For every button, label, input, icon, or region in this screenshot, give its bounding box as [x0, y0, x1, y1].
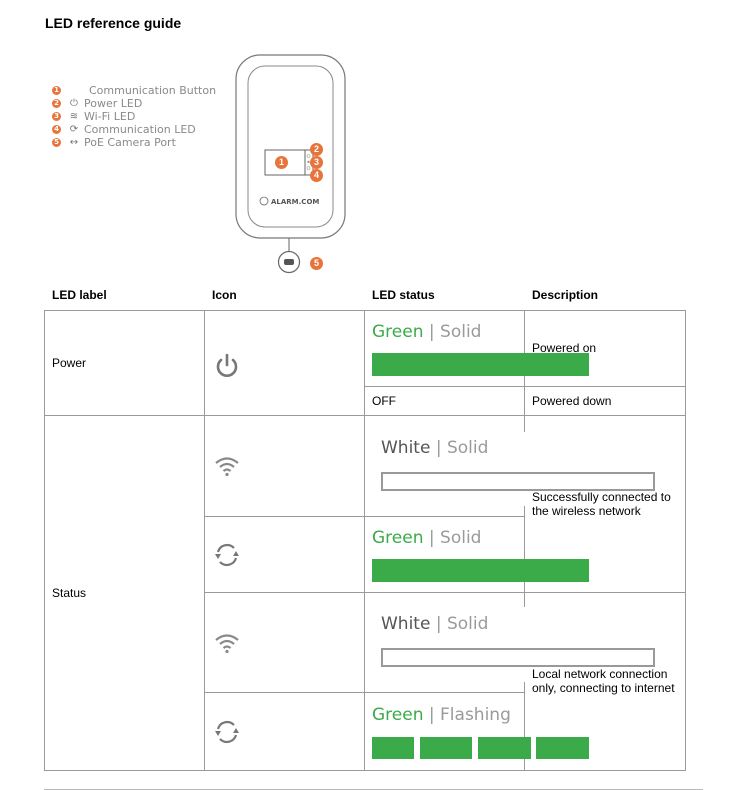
- port-icon: ↔: [69, 137, 79, 148]
- led-status-off: OFF: [372, 394, 396, 408]
- device-badge-2: 2: [310, 143, 323, 156]
- description-connected: Successfully connected to the wireless n…: [532, 490, 671, 518]
- led-label-power: Power: [52, 356, 87, 370]
- legend-item: 3 ≋ Wi-Fi LED: [52, 110, 135, 123]
- number-badge: 4: [52, 125, 61, 134]
- header-description: Description: [532, 288, 599, 302]
- legend-item: 2 ⏻ Power LED: [52, 97, 142, 110]
- legend-label: PoE Camera Port: [84, 136, 176, 149]
- flashing-green-segment: [420, 737, 472, 759]
- sync-icon: ⟳: [69, 124, 79, 135]
- number-badge: 5: [52, 138, 61, 147]
- led-status-green-flashing: Green | Flashing: [372, 705, 511, 725]
- header-led-label: LED label: [52, 288, 107, 302]
- number-badge: 1: [52, 86, 61, 95]
- description-local-network: Local network connection only, connectin…: [532, 667, 675, 695]
- device-logo: ALARM.COM: [271, 198, 319, 206]
- solid-green-bar: [372, 559, 589, 582]
- device-badge-4: 4: [310, 169, 323, 182]
- sync-icon: [215, 720, 239, 744]
- legend-label: Wi-Fi LED: [84, 110, 136, 123]
- number-badge: 2: [52, 99, 61, 108]
- device-illustration: ALARM.COM: [235, 54, 346, 274]
- page-title: LED reference guide: [45, 15, 182, 31]
- description-powered-on: Powered on: [532, 341, 597, 355]
- solid-white-bar: [381, 472, 655, 491]
- solid-white-bar: [381, 648, 655, 667]
- header-led-status: LED status: [372, 288, 435, 302]
- led-status-white-solid: White | Solid: [381, 438, 489, 458]
- device-badge-3: 3: [310, 156, 323, 169]
- legend-item: 4 ⟳ Communication LED: [52, 123, 196, 136]
- flashing-green-segment: [372, 737, 414, 759]
- legend-label: Communication LED: [84, 123, 196, 136]
- device-badge-1: 1: [275, 156, 288, 169]
- wifi-icon: [215, 634, 239, 654]
- wifi-icon: [215, 457, 239, 477]
- legend-label: Power LED: [84, 97, 143, 110]
- power-icon: [216, 353, 238, 377]
- number-badge: 3: [52, 112, 61, 121]
- device-badge-5: 5: [310, 257, 323, 270]
- solid-green-bar: [372, 353, 589, 376]
- led-label-status: Status: [52, 586, 87, 600]
- header-icon: Icon: [212, 288, 237, 302]
- legend-item: 1 Communication Button: [52, 84, 216, 97]
- flashing-green-segment: [478, 737, 531, 759]
- led-status-white-solid: White | Solid: [381, 614, 489, 634]
- flashing-green-segment: [536, 737, 589, 759]
- description-powered-down: Powered down: [532, 394, 612, 408]
- legend-label: Communication Button: [89, 84, 217, 97]
- led-status-green-solid: Green | Solid: [372, 528, 482, 548]
- sync-icon: [215, 543, 239, 567]
- power-icon: ⏻: [70, 98, 78, 109]
- wifi-icon: ≋: [69, 111, 79, 122]
- led-status-power-on: Green | Solid: [372, 322, 482, 342]
- legend-item: 5 ↔ PoE Camera Port: [52, 136, 176, 149]
